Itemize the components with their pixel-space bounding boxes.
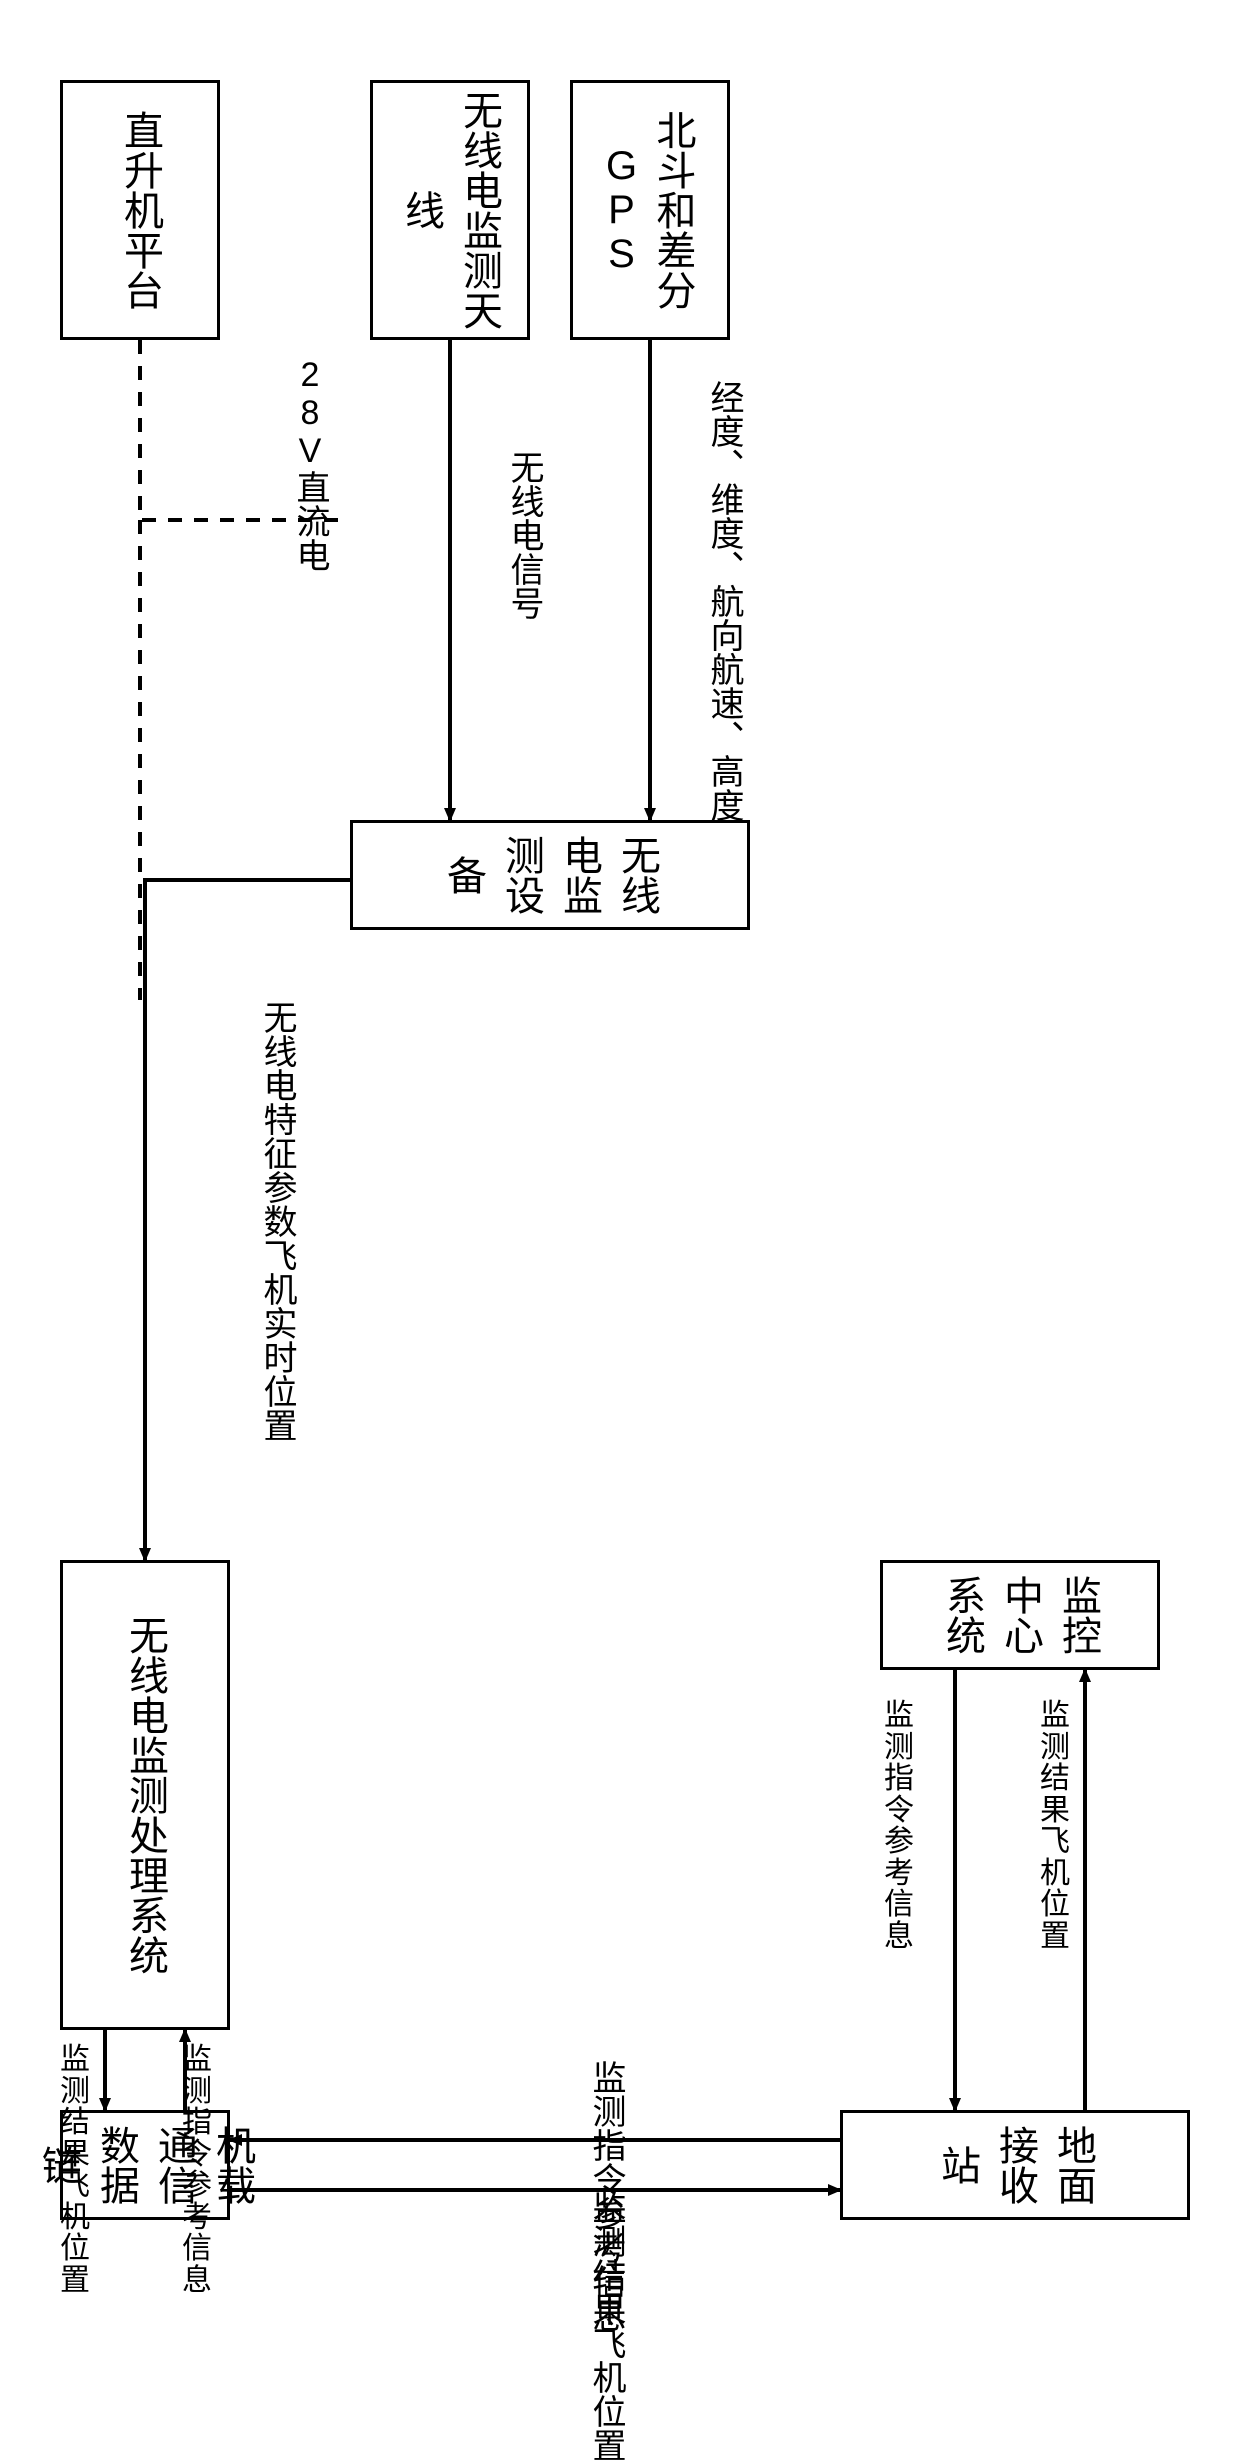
label-proc2dlink-r: 监测指令参考信息 [182, 2044, 232, 2296]
label-monout: 无线电特征参数飞机实时位置 [253, 1000, 308, 1442]
node-mon: 无线电监测设备 [350, 820, 750, 930]
label-gpsinfo: 经度、维度、航向航速、高度 [700, 380, 755, 822]
label-gnd2ctrl-l: 监测指令参考信息 [884, 1700, 934, 1952]
label-rfsig: 无线电信号 [500, 450, 555, 620]
label-power: 28V直流电 [286, 356, 341, 572]
node-ctrl: 监控中心系统 [880, 1560, 1160, 1670]
node-proc: 无线电监测处理系统 [60, 1560, 230, 2030]
node-heli: 直升机平台 [60, 80, 220, 340]
label-proc2dlink-l: 监测结果飞机位置 [60, 2044, 110, 2296]
flowchart-root: 直升机平台 无线电监测天线 北斗和差分GPS 无线电监测设备 无线电监测处理系统… [0, 0, 1240, 2234]
arrow-mon2proc [145, 880, 350, 1560]
label-dlink2gnd-b: 监测结果飞机位置 [582, 2190, 637, 2462]
label-gnd2ctrl-r: 监测结果飞机位置 [1040, 1700, 1090, 1952]
node-gps: 北斗和差分GPS [570, 80, 730, 340]
node-ground: 地面接收站 [840, 2110, 1190, 2220]
node-ant: 无线电监测天线 [370, 80, 530, 340]
